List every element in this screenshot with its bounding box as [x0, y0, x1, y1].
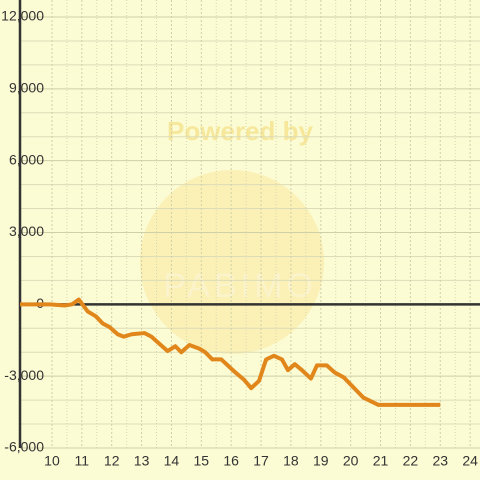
y-tick-label: -6,000: [4, 439, 44, 455]
line-series: [20, 297, 441, 407]
x-tick-label: 15: [194, 453, 210, 469]
x-tick-label: 10: [44, 453, 60, 469]
x-tick-label: 19: [313, 453, 329, 469]
x-tick-label: 13: [134, 453, 150, 469]
x-tick-label: 16: [223, 453, 239, 469]
x-tick-label: 12: [104, 453, 120, 469]
x-tick-label: 21: [373, 453, 389, 469]
x-tick-label: 20: [343, 453, 359, 469]
x-tick-label: 11: [75, 453, 90, 469]
y-tick-label: 9,000: [9, 80, 44, 96]
x-tick-label: 22: [403, 453, 419, 469]
watermark-text: PABIMO: [163, 267, 317, 305]
x-tick-label: 17: [253, 453, 269, 469]
y-tick-label: 3,000: [9, 223, 44, 239]
watermark-logo: [140, 170, 324, 354]
y-tick-label: 6,000: [9, 151, 44, 167]
y-tick-label: -3,000: [4, 367, 44, 383]
x-tick-label: 24: [462, 453, 478, 469]
watermark-text: Powered by: [167, 116, 313, 146]
x-tick-label: 14: [164, 453, 180, 469]
y-tick-label: 12,000: [1, 8, 44, 24]
x-tick-label: 18: [283, 453, 299, 469]
x-tick-label: 23: [432, 453, 448, 469]
